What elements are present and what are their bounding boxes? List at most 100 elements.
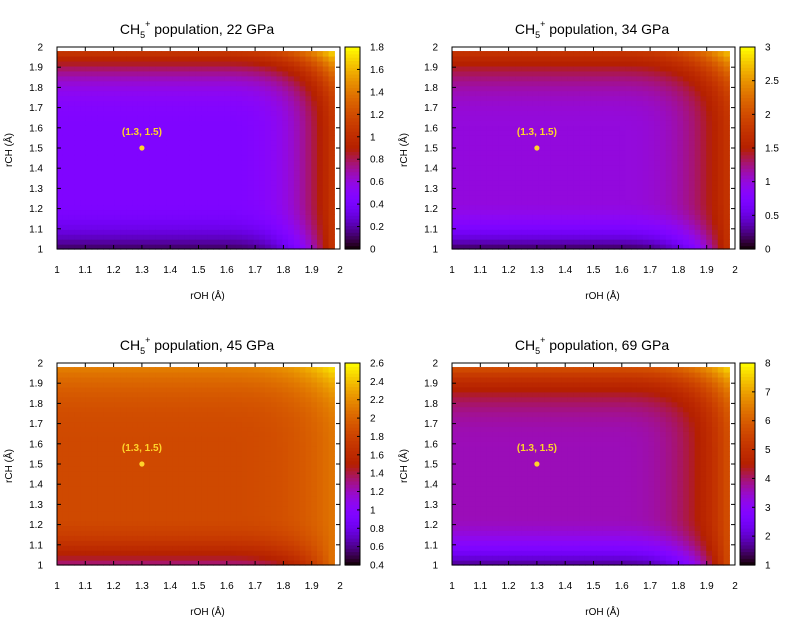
heat-cell: [80, 560, 87, 566]
heat-cell: [62, 550, 70, 556]
heat-cell: [282, 145, 289, 151]
heat-cell: [492, 159, 499, 166]
heat-cell: [579, 164, 586, 171]
heat-cell: [207, 120, 214, 126]
heat-cell: [172, 540, 179, 546]
heat-cell: [137, 530, 145, 536]
heat-cell: [498, 95, 505, 102]
heat-cell: [114, 80, 122, 87]
heat-cell: [166, 495, 174, 502]
heat-cell: [700, 159, 707, 166]
heat-cell: [80, 535, 87, 541]
heat-cell: [155, 396, 162, 403]
heat-cell: [515, 159, 522, 166]
heat-cell: [149, 510, 156, 517]
heat-cell: [230, 189, 237, 196]
heat-cell: [68, 204, 75, 211]
heat-cell: [538, 130, 546, 136]
heat-cell: [103, 411, 110, 418]
heat-cell: [573, 204, 580, 211]
heat-cell: [608, 85, 615, 92]
heat-cell: [201, 125, 208, 131]
heat-cell: [103, 125, 110, 131]
heat-cell: [452, 169, 459, 176]
heat-cell: [619, 214, 626, 220]
heat-cell: [126, 426, 133, 432]
heat-cell: [509, 189, 517, 196]
heat-cell: [556, 60, 563, 67]
heat-cell: [288, 115, 295, 121]
x-tick-label: 2: [732, 265, 738, 276]
heat-cell: [85, 194, 93, 201]
heat-cell: [213, 169, 220, 176]
heat-cell: [143, 495, 151, 502]
colorbar-segment: [740, 131, 755, 136]
heat-cell: [218, 75, 226, 82]
heat-cell: [527, 189, 534, 196]
heat-cell: [544, 199, 551, 206]
heat-cell: [492, 100, 499, 107]
heat-cell: [236, 229, 243, 235]
heat-cell: [579, 120, 586, 126]
heat-cell: [161, 490, 168, 497]
heat-cell: [120, 456, 127, 462]
colorbar-tick-label: 0.8: [370, 155, 384, 166]
heat-cell: [149, 209, 156, 215]
heat-cell: [694, 189, 702, 196]
heat-cell: [648, 164, 655, 171]
heat-cell: [62, 174, 70, 181]
heat-cell: [224, 51, 231, 57]
colorbar-frame: [344, 46, 361, 250]
heat-cell: [270, 120, 278, 126]
heat-cell: [143, 461, 151, 467]
y-tick-label: 1.2: [424, 204, 438, 215]
heat-cell: [155, 110, 162, 116]
heat-cell: [155, 470, 162, 477]
heat-cell: [236, 159, 243, 166]
heat-cell: [602, 199, 609, 206]
heat-cell: [625, 159, 632, 166]
heat-cell: [717, 174, 725, 181]
heat-cell: [155, 204, 162, 211]
heat-cell: [625, 65, 632, 72]
colorbar-segment: [740, 191, 755, 196]
heat-cell: [114, 411, 122, 418]
heat-cell: [166, 555, 174, 561]
heat-cell: [567, 110, 574, 116]
heat-cell: [132, 480, 139, 487]
heat-cell: [677, 135, 684, 141]
colorbar-segment: [345, 161, 360, 166]
heat-cell: [172, 520, 179, 527]
heat-cell: [178, 95, 185, 102]
heat-cell: [567, 105, 574, 112]
heat-cell: [700, 174, 707, 181]
panel-22gpa: CH5+ population, 22 GPa 1 1.1 1.2 1.3 1.4 1.5 1…: [0, 0, 394, 315]
heat-cell: [230, 234, 237, 240]
heat-cell: [527, 70, 534, 77]
heat-cell: [166, 174, 174, 181]
heat-cell: [265, 169, 272, 176]
heat-cell: [265, 229, 272, 235]
heat-cell: [74, 189, 81, 196]
heat-cell: [126, 490, 133, 497]
heat-cell: [62, 169, 70, 176]
heat-cell: [57, 184, 64, 191]
heat-cell: [288, 110, 295, 116]
heat-cell: [103, 209, 110, 215]
heat-cell: [80, 224, 87, 230]
heat-cell: [201, 214, 208, 220]
heat-cell: [155, 485, 162, 492]
heat-cell: [218, 85, 226, 92]
heat-cell: [293, 90, 301, 97]
heat-cell: [317, 70, 324, 77]
heat-cell: [590, 85, 598, 92]
heat-cell: [660, 130, 667, 136]
heat-cell: [85, 500, 93, 507]
heat-cell: [322, 80, 330, 87]
heat-cell: [452, 120, 459, 126]
heat-cell: [230, 244, 237, 250]
heat-cell: [114, 120, 122, 126]
heat-cell: [109, 115, 116, 121]
heat-cell: [74, 234, 81, 240]
heat-cell: [161, 391, 168, 398]
